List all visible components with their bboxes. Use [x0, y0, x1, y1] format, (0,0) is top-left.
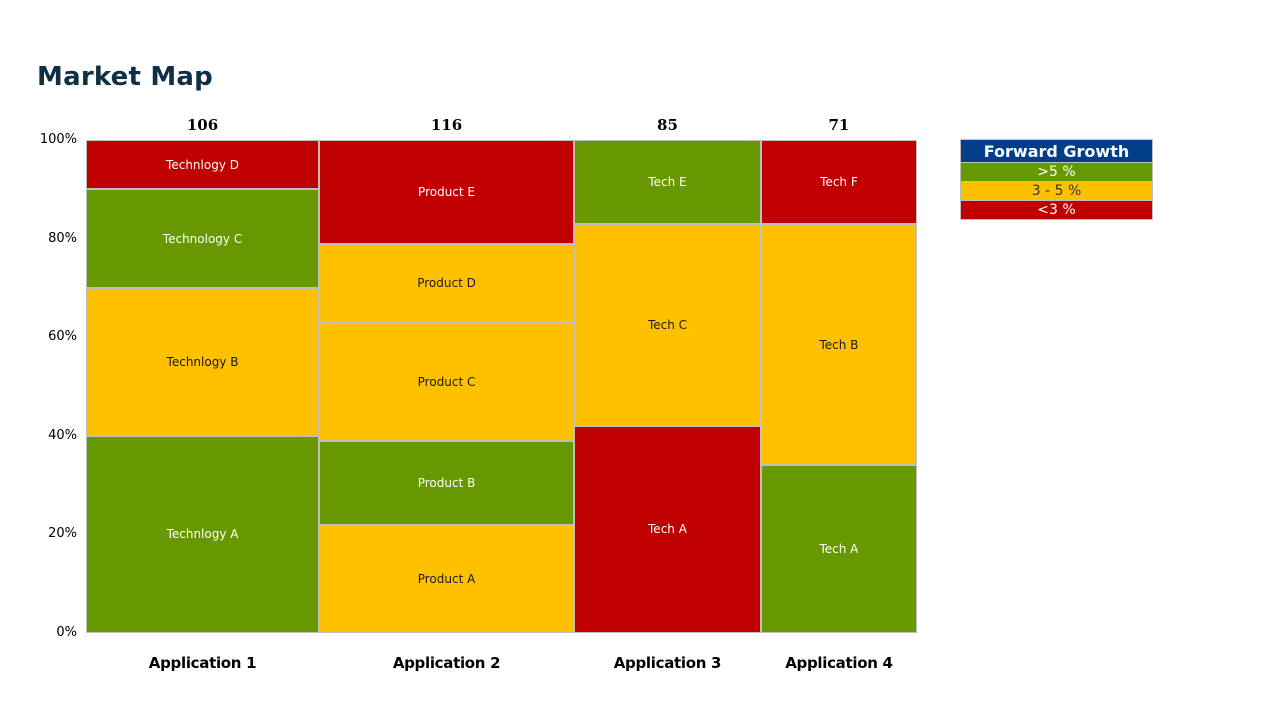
segment-label: Technology C [162, 231, 243, 246]
segment: Technology C [86, 189, 320, 288]
segment: Product E [319, 140, 575, 244]
segment: Tech F [760, 140, 917, 224]
legend-item: 3 - 5 % [961, 181, 1152, 200]
segment-label: Product A [417, 571, 476, 586]
y-tick-label: 20% [48, 526, 77, 542]
segment: Tech E [574, 140, 761, 224]
segment-label: Tech E [648, 174, 687, 189]
marimekko-plot-area: Technlogy A Technlogy B Technology C Technl… [86, 140, 917, 633]
segment: Technlogy A [86, 435, 320, 633]
segment-label: Tech A [819, 542, 859, 557]
slide-title: Market Map [37, 62, 213, 92]
column-total: 116 [430, 116, 463, 134]
segment-label: Technlogy A [166, 527, 239, 542]
legend-item: >5 % [961, 162, 1152, 181]
segment: Tech A [574, 425, 761, 633]
segment: Product C [319, 322, 575, 441]
y-tick-label: 0% [56, 625, 77, 640]
segment-label: Tech C [647, 317, 688, 332]
column-2: Product A Product B Product C Product D Prod… [319, 140, 575, 633]
column-total: 71 [828, 116, 850, 134]
segment-label: Tech A [648, 522, 687, 537]
segment-label: Tech F [820, 174, 858, 189]
y-tick-label: 100% [39, 132, 77, 147]
column-4: Tech A Tech B Tech F [760, 140, 917, 633]
legend-title: Forward Growth [961, 140, 1152, 162]
legend: Forward Growth >5 % 3 - 5 % <3 % [960, 139, 1153, 220]
y-tick-label: 60% [48, 329, 77, 345]
segment-label: Product D [417, 275, 476, 290]
y-tick-label: 40% [48, 427, 77, 443]
segment: Tech B [760, 223, 917, 466]
x-axis-label: Application 4 [785, 654, 893, 672]
column-3: Tech A Tech C Tech E [574, 140, 761, 633]
segment: Technlogy D [86, 140, 320, 190]
x-axis-label: Application 2 [392, 654, 501, 672]
segment-label: Product B [417, 475, 476, 490]
column-total: 106 [186, 116, 219, 134]
segment: Technlogy B [86, 287, 320, 436]
segment-label: Tech B [819, 337, 859, 352]
segment-label: Technlogy B [166, 354, 239, 369]
segment: Product A [319, 524, 575, 633]
segment-label: Product E [418, 184, 476, 199]
segment: Tech C [574, 223, 761, 426]
column-1: Technlogy A Technlogy B Technology C Technl… [86, 140, 320, 633]
legend-item: <3 % [961, 200, 1152, 219]
column-total: 85 [657, 116, 678, 134]
segment: Product B [319, 440, 575, 525]
segment: Tech A [760, 465, 917, 633]
x-axis-label: Application 3 [613, 654, 722, 672]
segment-label: Product C [417, 374, 476, 389]
segment: Product D [319, 243, 575, 323]
y-tick-label: 80% [48, 230, 77, 246]
x-axis-label: Application 1 [148, 654, 257, 672]
segment-label: Technlogy D [166, 157, 239, 172]
